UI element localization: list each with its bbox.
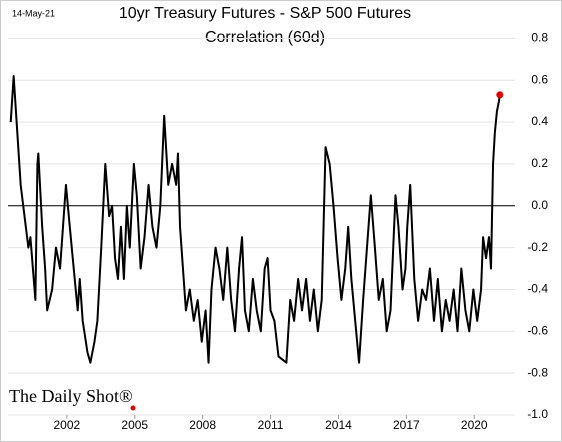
y-tick-label: -0.2 <box>527 240 548 254</box>
last-point <box>496 91 504 99</box>
source-logo: The Daily Shot® <box>9 386 133 406</box>
x-tick-label: 2002 <box>53 418 80 432</box>
y-tick-label: -0.8 <box>527 365 548 379</box>
x-tick-label: 2017 <box>393 418 420 432</box>
logo-dot <box>130 405 136 411</box>
y-tick-label: 0.6 <box>531 72 548 86</box>
y-tick-label: 0.8 <box>531 31 548 45</box>
y-tick-label: 0.2 <box>531 156 548 170</box>
date-label: 14-May-21 <box>12 8 55 18</box>
y-tick-label: -0.4 <box>527 282 548 296</box>
x-tick-label: 2005 <box>121 418 148 432</box>
y-tick-label: 0.0 <box>531 198 548 212</box>
y-tick-label: -0.6 <box>527 323 548 337</box>
series-line <box>9 75 501 364</box>
x-tick-label: 2008 <box>189 418 216 432</box>
chart-subtitle: Correlation (60d) <box>205 29 325 46</box>
x-tick-label: 2014 <box>325 418 352 432</box>
y-tick-label: 0.4 <box>531 114 548 128</box>
chart-title: 10yr Treasury Futures - S&P 500 Futures <box>119 5 411 22</box>
x-tick-label: 2011 <box>258 418 284 432</box>
y-tick-label: -1.0 <box>527 407 548 421</box>
x-tick-label: 2020 <box>461 418 488 432</box>
